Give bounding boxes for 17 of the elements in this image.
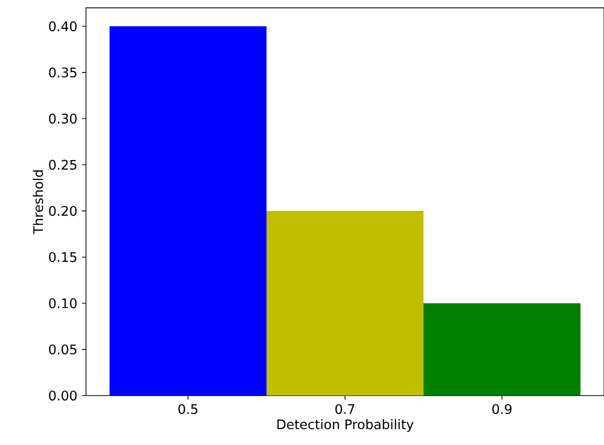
bar: [266, 211, 424, 396]
y-tick-label: 0.10: [49, 298, 77, 308]
y-tick-label: 0.05: [49, 344, 76, 355]
y-tick-label: 0.40: [49, 22, 77, 32]
x-axis-title: Detection Probability: [277, 419, 414, 432]
x-tick-label: 0.9: [492, 404, 512, 414]
bar: [110, 26, 267, 396]
y-tick-label: 0.20: [49, 206, 77, 216]
bar: [423, 303, 580, 396]
x-tick-label: 0.5: [178, 404, 198, 414]
y-tick-label: 0.15: [49, 252, 76, 262]
x-tick-label: 0.7: [335, 404, 354, 414]
y-tick-label: 0.00: [49, 390, 77, 401]
y-tick-label: 0.25: [49, 160, 76, 170]
y-axis-title: Threshold: [32, 170, 44, 234]
y-tick-label: 0.35: [49, 68, 76, 78]
y-tick-label: 0.30: [49, 114, 77, 124]
